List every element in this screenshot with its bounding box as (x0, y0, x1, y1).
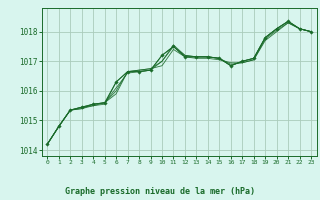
Text: Graphe pression niveau de la mer (hPa): Graphe pression niveau de la mer (hPa) (65, 187, 255, 196)
